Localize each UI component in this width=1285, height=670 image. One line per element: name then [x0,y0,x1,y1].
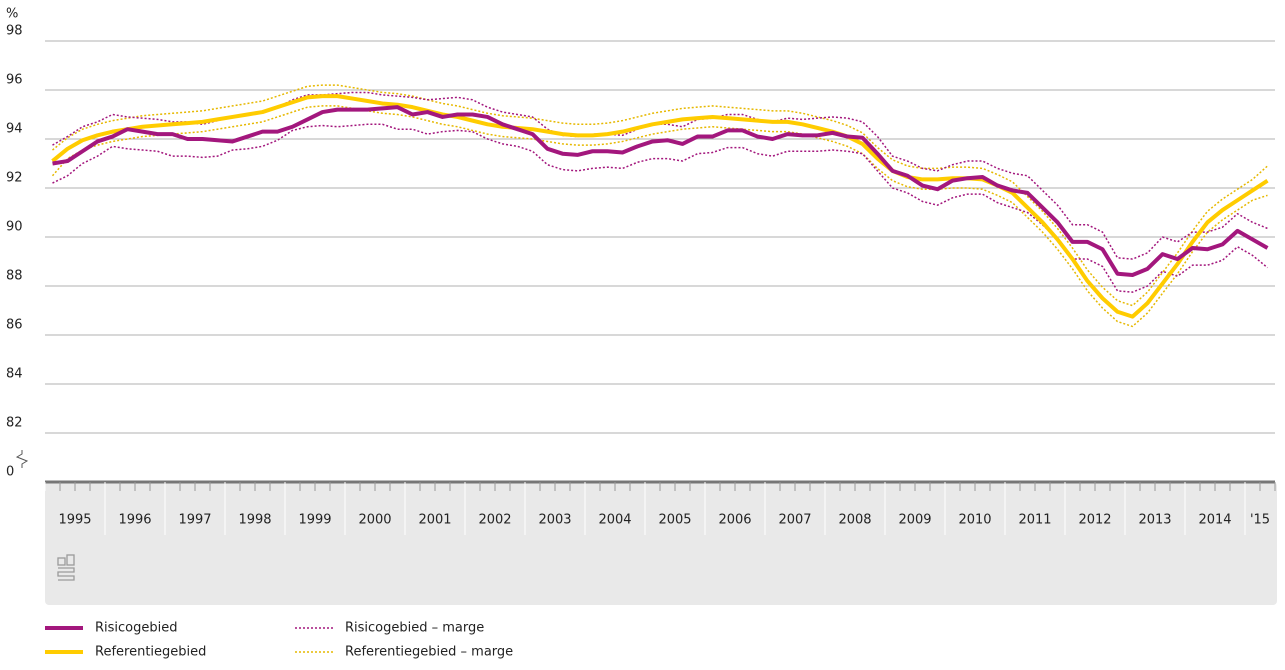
y-tick-label: 0 [6,465,14,480]
cbs-logo [57,554,75,581]
x-tick-label: '15 [1250,513,1270,528]
y-tick-label: 86 [6,318,23,333]
series-line [52,105,1269,277]
y-tick-label: 88 [6,269,23,284]
y-tick-label: 96 [6,73,23,88]
x-tick-label: 2013 [1138,513,1171,528]
margin-line [52,84,1269,307]
x-tick-label: 2005 [658,513,691,528]
y-tick-label: 82 [6,416,23,431]
x-tick-label: 2008 [838,513,871,528]
y-tick-label: 92 [6,171,23,186]
y-tick-label: 90 [6,220,23,235]
axis-break [15,450,29,468]
x-axis-panel [45,482,1277,605]
x-tick-label: 2012 [1078,513,1111,528]
legend-label: Referentiegebied – marge [345,645,513,660]
x-tick-label: 2004 [598,513,631,528]
y-tick-label: 84 [6,367,23,382]
x-tick-label: 1997 [178,513,211,528]
margin-line [52,123,1268,293]
x-tick-label: 1998 [238,513,271,528]
x-tick-label: 1996 [118,513,151,528]
x-tick-label: 2001 [418,513,451,528]
legend-label: Risicogebied – marge [345,621,484,636]
x-tick-label: 2010 [958,513,991,528]
x-tick-label: 2014 [1198,513,1231,528]
series-line [51,94,1269,319]
x-tick-label: 2002 [478,513,511,528]
x-tick-label: 2003 [538,513,571,528]
y-tick-label: 94 [6,122,23,137]
legend-label: Risicogebied [95,621,178,636]
x-tick-label: 2011 [1018,513,1051,528]
x-tick-label: 2007 [778,513,811,528]
y-unit: % [6,7,18,22]
x-tick-label: 1999 [298,513,331,528]
legend-label: Referentiegebied [95,645,206,660]
x-tick-label: 2000 [358,513,391,528]
x-tick-label: 1995 [58,513,91,528]
y-tick-label: 98 [6,24,23,39]
x-tick-label: 2009 [898,513,931,528]
x-tick-label: 2006 [718,513,751,528]
